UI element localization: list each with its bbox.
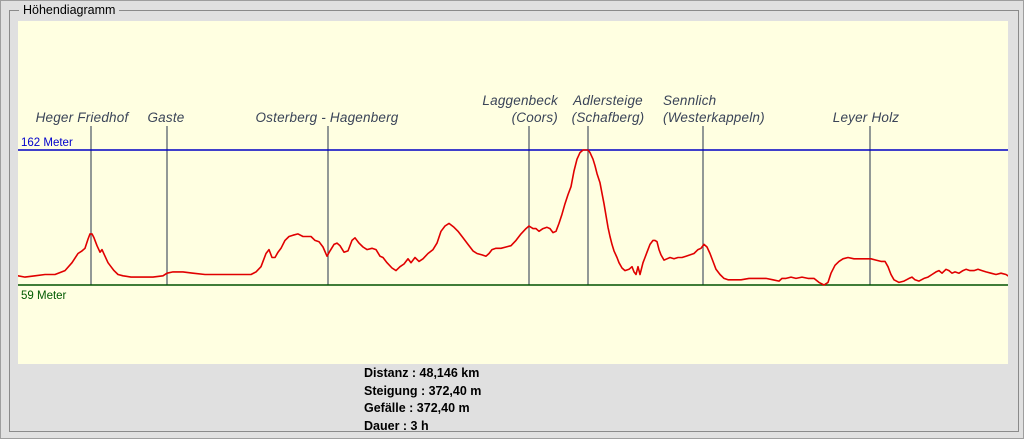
route-stats: Distanz : 48,146 km Steigung : 372,40 m … — [364, 365, 481, 435]
waypoint-label: Adlersteige — [572, 93, 643, 108]
waypoint-label: Osterberg - Hagenberg — [255, 110, 398, 125]
max-elevation-label: 162 Meter — [21, 137, 73, 149]
waypoint-label: Gaste — [147, 110, 184, 125]
base-elevation-label: 59 Meter — [21, 290, 67, 302]
groupbox-title: Höhendiagramm — [23, 3, 116, 17]
elevation-svg: Heger Friedhof Gaste Osterberg - Hagenberg… — [18, 93, 1008, 302]
stat-duration: Dauer : 3 h — [364, 418, 429, 433]
stat-ascent: Steigung : 372,40 m — [364, 383, 482, 398]
waypoint-label: Sennlich — [663, 93, 716, 108]
waypoint-label: (Schafberg) — [572, 110, 645, 125]
waypoint-label: Leyer Holz — [833, 110, 900, 125]
waypoint-label: (Westerkappeln) — [663, 110, 765, 125]
elevation-groupbox: Höhendiagramm — [9, 3, 1019, 432]
waypoint-label: Laggenbeck — [482, 93, 559, 108]
elevation-profile-curve — [18, 149, 1008, 286]
elevation-chart-area: Heger Friedhof Gaste Osterberg - Hagenberg… — [18, 21, 1008, 364]
waypoint-label: Heger Friedhof — [36, 110, 130, 125]
stat-distance: Distanz : 48,146 km — [364, 366, 480, 380]
stat-descent: Gefälle : 372,40 m — [364, 401, 470, 415]
waypoint-label: (Coors) — [512, 110, 558, 125]
